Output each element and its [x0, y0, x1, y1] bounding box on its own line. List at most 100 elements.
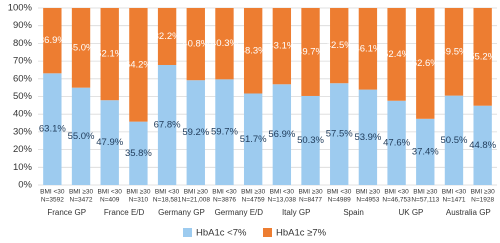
x-tick-label: BMI ≥30 [241, 189, 266, 196]
x-tick-label: BMI ≥30 [298, 189, 323, 196]
bar-segment [387, 8, 406, 101]
y-tick-label: 70% [13, 56, 33, 67]
data-label: 47.9% [96, 137, 123, 148]
bar-segment [71, 8, 91, 88]
legend-label: HbA1c ≥7% [276, 228, 327, 239]
data-label: 51.7% [240, 134, 267, 145]
sample-size-label: N=4989 [328, 197, 351, 204]
y-tick-label: 10% [13, 162, 33, 173]
bar-segment [416, 118, 435, 185]
sample-size-label: N=46,753 [382, 197, 411, 204]
bar-segment [100, 100, 119, 185]
x-tick-label: BMI ≥30 [471, 189, 496, 196]
x-tick-label: BMI <30 [270, 189, 295, 196]
group-label: France GP [47, 208, 86, 217]
bar-segment [444, 8, 464, 96]
bar-segment [129, 8, 148, 122]
data-label: 40.3% [211, 38, 238, 49]
bar-segment [330, 8, 349, 84]
x-tick-label: BMI <30 [327, 189, 352, 196]
sample-size-label: N=3472 [70, 197, 93, 204]
data-label: 62.6% [412, 58, 439, 69]
bar-segment [358, 89, 378, 185]
data-label: 36.9% [39, 35, 66, 46]
group-label: Italy GP [282, 208, 310, 217]
bar-segment [272, 84, 292, 185]
sample-size-label: N=21,008 [182, 197, 211, 204]
bar-segment [215, 8, 234, 80]
data-label: 67.8% [154, 120, 181, 131]
x-tick-label: BMI <30 [442, 189, 467, 196]
data-label: 52.4% [383, 49, 410, 60]
sample-size-label: N=4759 [242, 197, 265, 204]
data-label: 52.1% [96, 49, 123, 60]
data-label: 40.8% [182, 39, 209, 50]
data-label: 56.9% [268, 129, 295, 140]
y-tick-label: 100% [8, 3, 33, 14]
sample-size-label: N=1928 [471, 197, 494, 204]
data-label: 55.0% [68, 131, 95, 142]
data-label: 49.5% [441, 46, 468, 57]
y-tick-label: 60% [13, 73, 33, 84]
data-label: 49.7% [297, 47, 324, 58]
bar-segment [358, 8, 378, 90]
data-label: 42.5% [326, 40, 353, 51]
group-label: Germany E/D [215, 208, 264, 217]
data-label: 48.3% [240, 45, 267, 56]
x-tick-label: BMI ≥30 [413, 189, 438, 196]
bar-segment [243, 93, 263, 185]
bar-segment [71, 87, 91, 185]
x-tick-label: BMI <30 [384, 189, 409, 196]
data-label: 37.4% [412, 146, 439, 157]
bar-segment [157, 64, 177, 185]
x-tick-label: BMI ≥30 [69, 189, 94, 196]
y-tick-label: 30% [13, 126, 33, 137]
bar-segment [272, 8, 292, 85]
x-tick-label: BMI <30 [98, 189, 123, 196]
x-tick-label: BMI <30 [40, 189, 65, 196]
bar-segment [43, 73, 62, 185]
data-label: 47.6% [383, 137, 410, 148]
legend-label: HbA1c <7% [196, 228, 247, 239]
data-label: 63.1% [39, 124, 66, 135]
bar-segment [416, 8, 435, 119]
data-label: 44.8% [469, 140, 496, 151]
data-label: 53.9% [354, 132, 381, 143]
bar-segment [157, 8, 177, 65]
bar-segment [243, 8, 263, 94]
data-label: 59.7% [211, 127, 238, 138]
group-label: Germany GP [158, 208, 205, 217]
legend-swatch [263, 228, 272, 237]
sample-size-label: N=3876 [213, 197, 236, 204]
data-label: 46.1% [354, 43, 381, 54]
data-label: 32.2% [154, 31, 181, 42]
data-label: 35.8% [125, 148, 152, 159]
y-tick-label: 20% [13, 144, 33, 155]
y-tick-label: 0% [18, 180, 32, 191]
bar-segment [215, 79, 234, 185]
legend-swatch [183, 228, 192, 237]
bar-segment [301, 95, 320, 185]
sample-size-label: N=57,113 [411, 197, 439, 204]
bar-segment [186, 8, 205, 81]
data-label: 57.5% [326, 129, 353, 140]
x-tick-label: BMI <30 [212, 189, 237, 196]
data-label: 59.2% [182, 127, 209, 138]
y-tick-label: 50% [13, 91, 33, 102]
data-label: 45.0% [68, 42, 95, 53]
bar-segment [100, 8, 119, 101]
y-tick-label: 90% [13, 20, 33, 31]
group-label: Spain [343, 208, 363, 217]
x-tick-label: BMI ≥30 [184, 189, 209, 196]
data-label: 55.2% [469, 51, 496, 62]
bar-segment [129, 121, 148, 185]
group-label: UK GP [398, 208, 423, 217]
bar-segment [387, 100, 406, 185]
sample-size-label: N=18,581 [153, 197, 182, 204]
sample-size-label: N=3592 [41, 197, 64, 204]
sample-size-label: N=310 [129, 197, 149, 204]
y-tick-label: 40% [13, 109, 33, 120]
bar-segment [444, 95, 464, 185]
data-label: 43.1% [268, 41, 295, 52]
